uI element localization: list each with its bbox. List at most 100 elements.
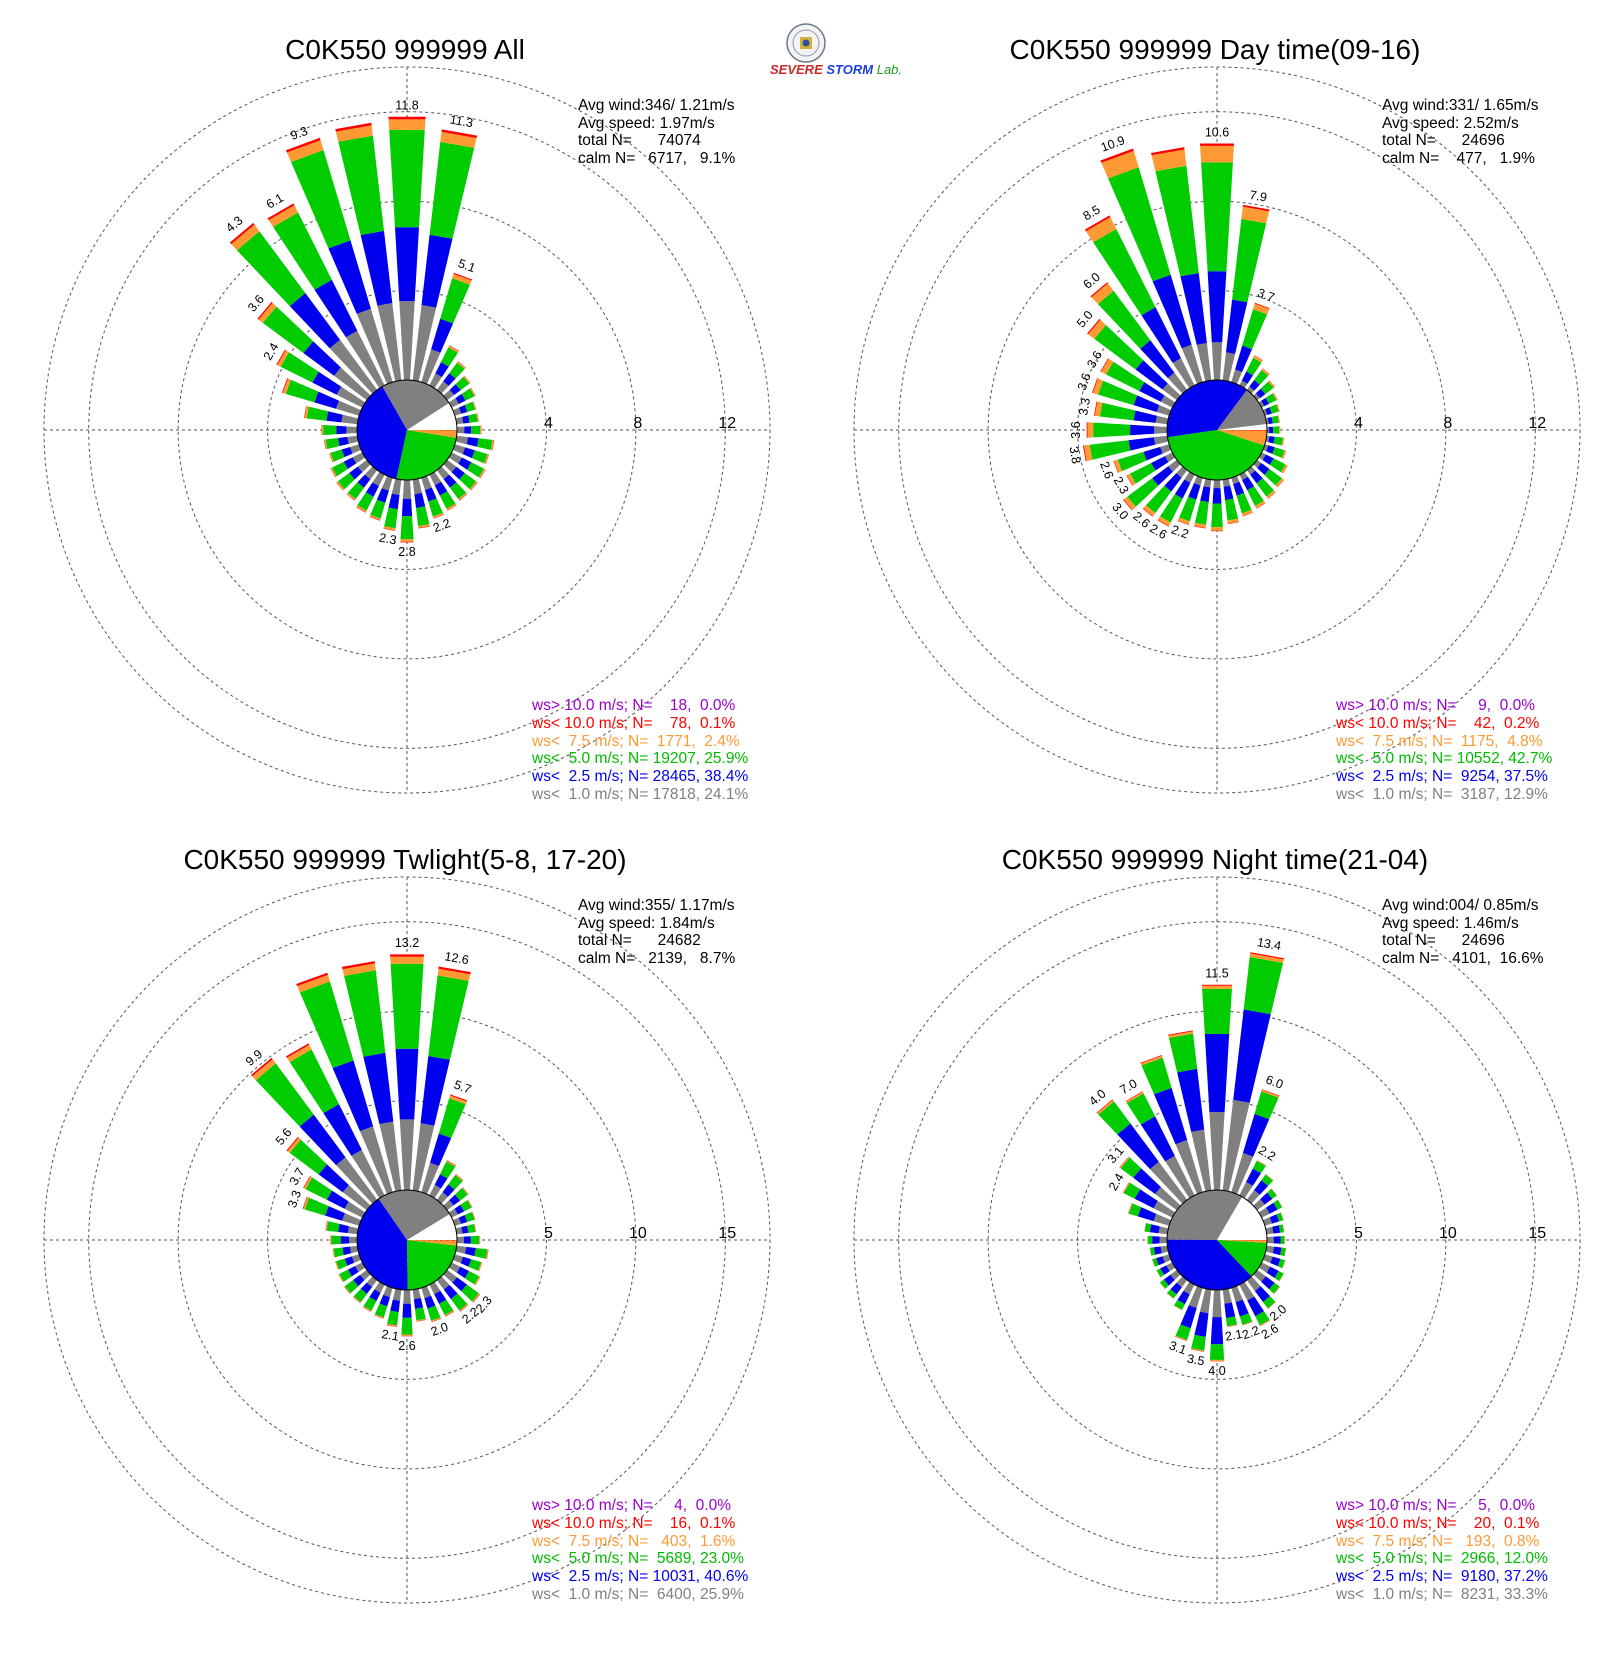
bar-segment-lt10 xyxy=(1151,1259,1155,1267)
bar-segment-lt7_5 xyxy=(490,439,494,451)
bar-segment-lt7_5 xyxy=(1242,1321,1253,1326)
bar-segment-lt7_5 xyxy=(1267,1301,1276,1309)
bar-segment-lt2_5 xyxy=(1180,273,1207,345)
bar-segment-lt10 xyxy=(473,401,477,410)
bar-segment-lt5 xyxy=(339,1269,352,1282)
bar-segment-lt1 xyxy=(1162,383,1181,401)
bar-segment-lt5 xyxy=(1106,361,1145,391)
bar-segment-lt5 xyxy=(1093,422,1131,438)
avg-speed-text: Avg speed: 1.46m/s xyxy=(1382,914,1519,932)
bar-segment-lt1 xyxy=(1231,475,1240,485)
bar-segment-lt10 xyxy=(1177,520,1189,526)
bar-segment-lt2_5 xyxy=(1257,463,1270,475)
bar-segment-lt1 xyxy=(1258,1262,1271,1273)
bar-segment-lt10 xyxy=(1277,403,1280,412)
pie-slice-lt5 xyxy=(1217,1240,1267,1277)
bar-segment-lt2_5 xyxy=(1254,1180,1269,1195)
bar-segment-lt10 xyxy=(1274,1286,1281,1294)
bar-segment-lt2_5 xyxy=(421,234,453,308)
bar-segment-lt2_5 xyxy=(1272,1246,1282,1256)
bar-segment-lt5 xyxy=(1209,1344,1225,1360)
bar-segment-lt10 xyxy=(474,1223,477,1232)
avg-speed-text: Avg speed: 1.84m/s xyxy=(578,914,715,932)
bar-segment-lt5 xyxy=(1141,1057,1172,1095)
pie-slice-lt1 xyxy=(382,379,450,430)
bar-segment-lt7_5 xyxy=(332,1248,335,1258)
bar-segment-lt2_5 xyxy=(1170,1282,1182,1295)
bar-segment-lt7_5 xyxy=(297,974,330,993)
bar-segment-lt2_5 xyxy=(1140,1116,1175,1162)
direction-value-label: 3.6 xyxy=(245,292,267,314)
bar-segment-lt1 xyxy=(1199,1288,1212,1314)
bar-segment-lt1 xyxy=(443,459,457,473)
bar-segment-lt7_5 xyxy=(474,1223,476,1233)
bar-segment-lt10 xyxy=(477,413,479,422)
bar-segment-lt1 xyxy=(350,444,362,454)
bar-segment-lt10 xyxy=(492,440,495,451)
bar-segment-lt5 xyxy=(1277,1258,1286,1269)
grid-ring xyxy=(898,921,1536,1559)
bar-segment-lt1 xyxy=(1160,444,1172,454)
bar-segment-lt10 xyxy=(343,1286,351,1294)
bar-segment-lt2_5 xyxy=(1269,426,1274,434)
bar-segment-lt10 xyxy=(1267,492,1276,499)
bar-segment-lt1 xyxy=(1160,395,1176,408)
bar-segment-lt5 xyxy=(1147,1235,1153,1245)
bar-segment-lt1 xyxy=(1239,1281,1255,1301)
bar-segment-lt5 xyxy=(1160,494,1183,523)
bar-segment-lt1 xyxy=(1265,417,1269,425)
bar-segment-lt2_5 xyxy=(1180,1305,1197,1329)
pie-slice-lt7_5 xyxy=(407,1240,457,1246)
bar-segment-lt7_5 xyxy=(1097,1099,1114,1115)
bar-segment-lt2_5 xyxy=(1212,488,1222,504)
bar-segment-lt10 xyxy=(455,1174,464,1181)
bar-segment-lt2_5 xyxy=(1267,417,1273,424)
direction-bars xyxy=(1082,143,1288,532)
pie-slice-lt10 xyxy=(1217,430,1268,431)
bar-segment-lt2_5 xyxy=(1266,445,1275,454)
calm-speed-pie xyxy=(1166,1189,1268,1291)
bar-segment-lt7_5 xyxy=(452,273,472,285)
bar-segment-lt7_5 xyxy=(432,512,444,519)
bar-segment-lt1 xyxy=(402,479,412,499)
bar-segment-lt7_5 xyxy=(1241,509,1253,517)
bar-segment-lt5 xyxy=(1242,309,1268,350)
bar-segment-lt2_5 xyxy=(1241,371,1253,384)
bar-segment-lt10 xyxy=(390,954,424,957)
bar-segment-lt1 xyxy=(1183,1281,1195,1295)
bar-segment-lt7_5 xyxy=(1101,358,1114,375)
direction-value-label: 6.0 xyxy=(1264,1073,1285,1092)
bar-segment-lt10 xyxy=(447,505,457,511)
bar-segment-lt5 xyxy=(464,401,476,412)
bar-segment-lt2_5 xyxy=(1154,1087,1188,1145)
speed-legend: ws> 10.0 m/s; N= 5, 0.0% ws< 10.0 m/s; N… xyxy=(1336,1497,1548,1604)
bar-segment-lt2_5 xyxy=(1247,1296,1264,1317)
legend-lt1: ws< 1.0 m/s; N= 8231, 33.3% xyxy=(1336,1585,1548,1603)
bar-segment-lt1 xyxy=(357,459,371,473)
bar-segment-lt7_5 xyxy=(1125,1091,1144,1104)
bar-segment-lt2_5 xyxy=(443,1284,458,1300)
bar-segment-lt1 xyxy=(1246,1190,1260,1204)
bar-segment-lt5 xyxy=(1099,402,1136,421)
bar-segment-lt5 xyxy=(1167,1289,1177,1299)
bar-segment-lt1 xyxy=(1181,344,1203,385)
bar-segment-lt2_5 xyxy=(1160,1265,1170,1275)
bar-segment-lt10 xyxy=(1256,503,1266,509)
bar-segment-lt10 xyxy=(1096,1099,1113,1114)
ring-label: 15 xyxy=(718,1225,736,1242)
bar-segment-lt2_5 xyxy=(1133,410,1157,423)
bar-segment-lt1 xyxy=(412,1123,435,1192)
avg-speed-text: Avg speed: 1.97m/s xyxy=(578,114,715,132)
bar-segment-lt2_5 xyxy=(1130,424,1155,436)
bar-segment-lt7_5 xyxy=(383,526,396,531)
bar-segment-lt2_5 xyxy=(1233,481,1245,496)
total-n-text: total N= 24696 xyxy=(1382,932,1505,949)
bar-segment-lt10 xyxy=(1157,519,1169,527)
bar-segment-lt5 xyxy=(1128,1203,1142,1217)
bar-segment-lt7_5 xyxy=(448,345,459,353)
bar-segment-lt5 xyxy=(1098,1101,1131,1135)
bar-segment-lt5 xyxy=(1097,290,1151,349)
bar-segment-lt5 xyxy=(471,425,481,435)
bar-segment-lt10 xyxy=(1122,1182,1130,1193)
bar-segment-lt2_5 xyxy=(449,1194,461,1206)
